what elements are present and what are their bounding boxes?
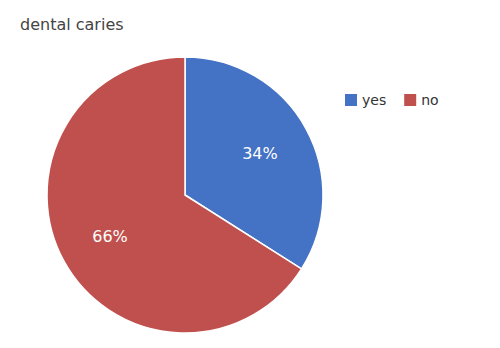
data-label: 34% (242, 144, 278, 163)
legend-swatch (404, 94, 416, 106)
pie-slice (47, 57, 302, 333)
data-label: 66% (92, 227, 128, 246)
chart-svg: dental caries 34% 66% yes no (0, 0, 500, 348)
legend-label: no (421, 92, 438, 108)
legend: yes no (345, 92, 439, 108)
chart-container: dental caries 34% 66% yes no (0, 0, 500, 348)
legend-label: yes (362, 92, 386, 108)
slices (47, 57, 323, 333)
background (0, 0, 500, 348)
legend-swatch (345, 94, 357, 106)
data-labels: 34% 66% (92, 144, 278, 245)
title: dental caries (20, 15, 124, 34)
